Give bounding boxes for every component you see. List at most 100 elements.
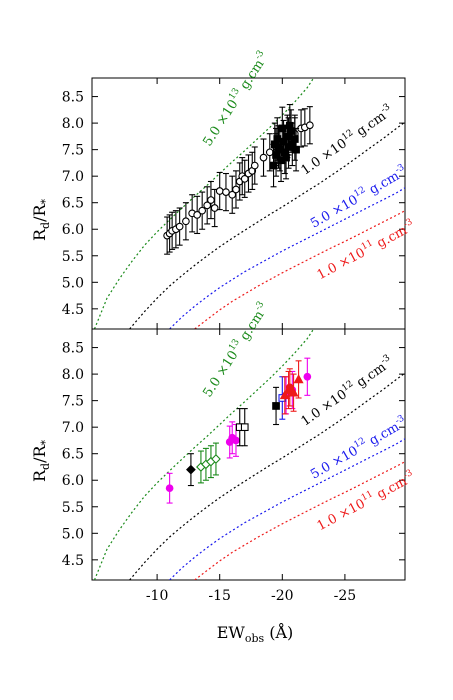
- data-point: [305, 106, 314, 145]
- marker-triangle: [288, 387, 299, 397]
- data-point: [235, 408, 244, 447]
- data-point: [270, 122, 279, 167]
- curve-label: 5.0 ×1013 g.cm-3: [199, 49, 273, 150]
- bottom-ylabel: Rd/R*: [30, 439, 52, 482]
- y-tick-label: 8.0: [62, 367, 84, 383]
- x-tick-label: -10: [146, 588, 169, 604]
- data-point: [292, 127, 300, 172]
- curve-label: 5.0 ×1013 g.cm-3: [199, 300, 273, 401]
- marker-square: [290, 135, 299, 143]
- y-tick-label: 6.0: [62, 473, 84, 489]
- density-curve: [194, 461, 405, 580]
- marker-triangle: [293, 374, 304, 384]
- y-tick-label: 7.0: [62, 420, 84, 436]
- marker-diamond: [211, 454, 221, 464]
- data-point: [193, 195, 202, 235]
- data-point: [165, 472, 174, 504]
- density-curve: [169, 438, 405, 580]
- y-tick-label: 4.5: [62, 302, 84, 318]
- marker-circle: [232, 436, 240, 445]
- data-point: [250, 146, 259, 185]
- y-tick-label: 7.5: [62, 143, 84, 159]
- data-point: [182, 202, 190, 241]
- y-tick-label: 8.5: [62, 341, 84, 357]
- y-tick-label: 8.5: [62, 90, 84, 106]
- marker-circle: [175, 222, 184, 231]
- data-point: [275, 127, 284, 172]
- marker-circle: [232, 185, 240, 194]
- data-point: [201, 447, 211, 481]
- marker-square: [275, 145, 284, 154]
- marker-square: [270, 140, 279, 149]
- data-point: [168, 211, 176, 250]
- bottom-panel: 4.5 5.0 5.5 6.0 6.5 7.0 7.5 8.0 8.5 -10 -15 -20 -25 5…: [62, 300, 415, 604]
- top-panel: 4.5 5.0 5.5 6.0 6.5 7.0 7.5 8.0 8.5 5.0 ×1013 g.c…: [62, 49, 415, 330]
- marker-circle: [250, 161, 259, 170]
- y-tick-label: 6.0: [62, 222, 84, 238]
- data-point: [288, 373, 299, 412]
- data-point: [222, 172, 230, 212]
- marker-circle: [210, 204, 219, 212]
- marker-square: [240, 423, 249, 432]
- y-tick-label: 8.0: [62, 116, 84, 132]
- marker-circle: [303, 372, 312, 381]
- marker-circle: [165, 484, 174, 493]
- data-point: [285, 368, 294, 407]
- y-tick-label: 7.0: [62, 169, 84, 185]
- y-tick-label: 7.5: [62, 394, 84, 410]
- data-point: [198, 191, 207, 230]
- y-tick-label: 6.5: [62, 196, 84, 212]
- data-point: [210, 188, 219, 228]
- marker-circle: [215, 187, 224, 195]
- density-curve: [194, 210, 405, 329]
- curve-label: 5.0 ×1012 g.cm-3: [307, 413, 410, 482]
- marker-circle: [182, 217, 190, 226]
- marker-circle: [222, 188, 230, 196]
- top-ylabel: Rd/R*: [30, 198, 52, 241]
- marker-square: [272, 402, 280, 410]
- x-tick-label: -15: [208, 588, 231, 604]
- y-tick-label: 5.0: [62, 275, 84, 291]
- data-point: [240, 408, 249, 447]
- data-point: [272, 386, 280, 426]
- density-curve: [169, 187, 405, 329]
- data-point: [228, 175, 237, 214]
- data-point: [259, 138, 268, 177]
- marker-diamond: [186, 464, 196, 475]
- data-point: [186, 453, 196, 487]
- x-axis-label: EWobs (Å): [217, 622, 294, 645]
- data-point: [303, 357, 312, 396]
- x-tick-label: -20: [271, 588, 294, 604]
- marker-square: [292, 145, 300, 154]
- y-tick-label: 5.5: [62, 249, 84, 265]
- plot-area: [93, 78, 405, 329]
- marker-circle: [193, 211, 202, 219]
- data-point: [211, 442, 221, 476]
- density-curve: [93, 329, 315, 580]
- plot-area: [93, 329, 405, 580]
- density-curve: [93, 78, 315, 329]
- marker-square: [285, 121, 294, 130]
- data-point: [175, 207, 184, 246]
- marker-circle: [207, 196, 215, 204]
- data-point: [293, 360, 304, 399]
- y-tick-label: 6.5: [62, 447, 84, 463]
- plot-frame: [91, 328, 406, 581]
- marker-square: [282, 153, 290, 162]
- density-curve: [129, 372, 405, 580]
- marker-circle: [285, 383, 294, 392]
- data-point: [240, 159, 249, 198]
- marker-circle: [198, 206, 207, 215]
- marker-circle: [259, 153, 268, 162]
- data-point: [279, 376, 290, 415]
- marker-circle: [265, 148, 274, 157]
- marker-triangle: [279, 390, 290, 400]
- x-tick-label: -25: [334, 588, 357, 604]
- data-point: [282, 135, 290, 180]
- y-tick-label: 4.5: [62, 553, 84, 569]
- y-tick-label: 5.0: [62, 526, 84, 542]
- curve-label: 5.0 ×1012 g.cm-3: [307, 162, 410, 231]
- data-point: [215, 171, 224, 211]
- marker-circle: [305, 121, 314, 130]
